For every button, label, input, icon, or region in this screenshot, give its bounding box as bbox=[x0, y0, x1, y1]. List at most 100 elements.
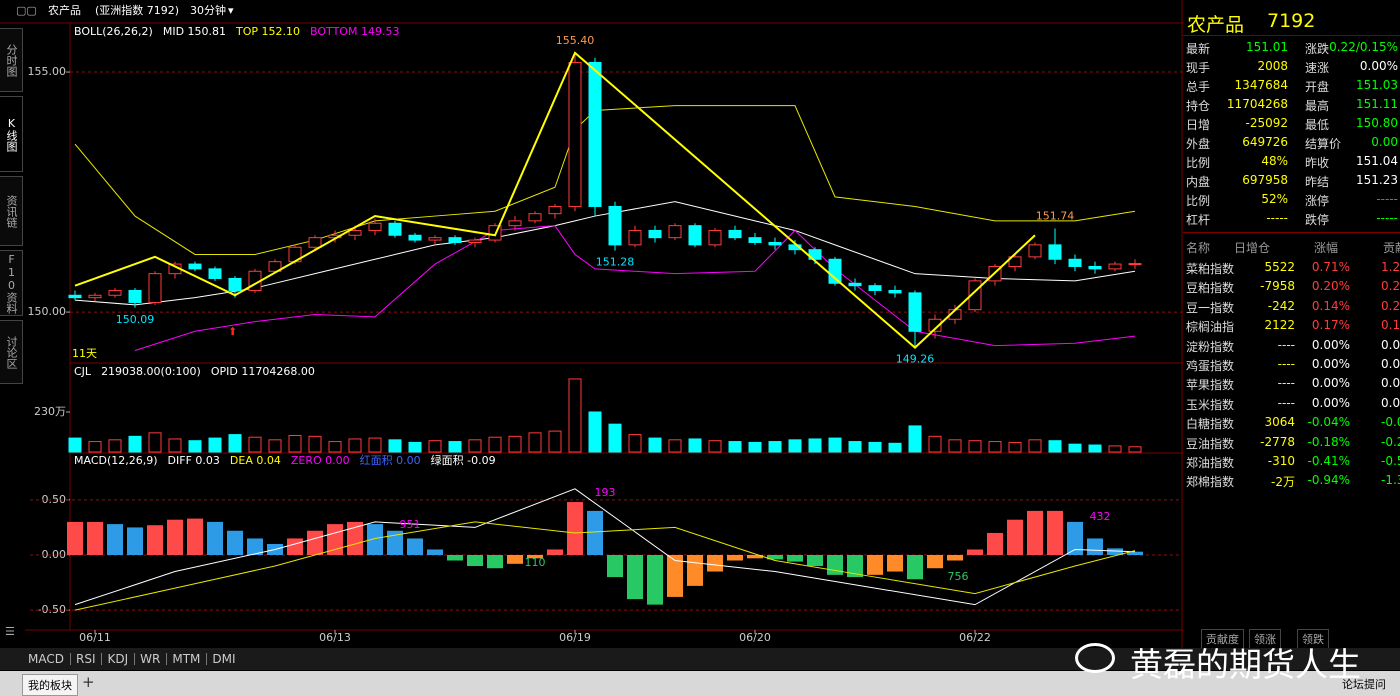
quote-value: 52% bbox=[1261, 192, 1288, 206]
candle-body bbox=[188, 263, 202, 270]
candle-body bbox=[428, 237, 442, 241]
volume-bar bbox=[308, 435, 322, 453]
candle-body bbox=[228, 277, 242, 291]
candle-body bbox=[908, 292, 922, 332]
candle-body bbox=[608, 205, 622, 246]
index-oi: -2万 bbox=[1271, 475, 1295, 490]
quote-label: 最新 bbox=[1186, 42, 1211, 56]
candle-body bbox=[748, 237, 762, 243]
candle-body bbox=[108, 289, 122, 296]
candle-body bbox=[128, 289, 142, 303]
volume-bar bbox=[988, 441, 1002, 453]
index-name: 苹果指数 bbox=[1186, 378, 1235, 393]
side-tab[interactable]: 资讯链 bbox=[0, 176, 23, 246]
index-row[interactable]: 白糖指数 3064 -0.04% -0.0 bbox=[1183, 413, 1400, 432]
indicator-tab[interactable]: RSI bbox=[75, 652, 96, 666]
bottom-bar: 我的板块 + 论坛提问 bbox=[0, 671, 1400, 696]
index-row[interactable]: 豆一指数 -242 0.14% 0.2 bbox=[1183, 297, 1400, 316]
macd-bar bbox=[227, 530, 243, 555]
volume-bar bbox=[128, 435, 142, 453]
help-link[interactable]: 论坛提问 bbox=[1342, 678, 1386, 691]
side-tab[interactable]: 分时图 bbox=[0, 28, 23, 92]
indicator-tab[interactable]: KDJ bbox=[107, 652, 129, 666]
macd-bar bbox=[287, 538, 303, 555]
index-row[interactable]: 淀粉指数 ---- 0.00% 0.0 bbox=[1183, 336, 1400, 355]
index-row[interactable]: 豆油指数 -2778 -0.18% -0.2 bbox=[1183, 433, 1400, 452]
macd-bar bbox=[1067, 521, 1083, 555]
side-tab[interactable]: K线图 bbox=[0, 96, 23, 172]
block-tab[interactable]: 我的板块 bbox=[22, 674, 78, 696]
grid-icon[interactable]: ▢▢ bbox=[16, 4, 37, 17]
quote-value: ----- bbox=[1266, 211, 1288, 225]
period-select[interactable]: 30分钟 bbox=[190, 3, 226, 17]
quote-row: 比例 48% 昨收 151.04 bbox=[1183, 152, 1400, 171]
macd-bar bbox=[587, 510, 603, 555]
candle-body bbox=[548, 205, 562, 215]
index-row[interactable]: 菜粕指数 5522 0.71% 1.29 bbox=[1183, 258, 1400, 277]
quote-label: 现手 bbox=[1186, 61, 1211, 75]
quote-row: 最新 151.01 涨跌 -0.22/0.15% bbox=[1183, 38, 1400, 57]
macd-bar bbox=[547, 549, 563, 555]
dropdown-caret[interactable]: ▾ bbox=[228, 4, 234, 17]
index-row[interactable]: 郑棉指数 -2万 -0.94% -1.3 bbox=[1183, 471, 1400, 490]
macd-bar bbox=[427, 549, 443, 555]
zigzag-line bbox=[74, 51, 1036, 349]
candle-body bbox=[728, 229, 742, 239]
quote-name: 农产品 bbox=[1187, 14, 1245, 36]
quote-value: -25092 bbox=[1245, 116, 1288, 130]
candle-body bbox=[1048, 244, 1062, 260]
volume-bar bbox=[188, 440, 202, 453]
index-row[interactable]: 鸡蛋指数 ---- 0.00% 0.0 bbox=[1183, 355, 1400, 374]
volume-bar bbox=[688, 438, 702, 453]
volume-bar bbox=[488, 436, 502, 453]
indicator-legend: BOLL(26,26,2) bbox=[74, 25, 153, 38]
side-tab[interactable]: F10资料 bbox=[0, 250, 23, 316]
indicator-legend: 红面积 0.00 bbox=[360, 454, 421, 467]
macd-bar bbox=[327, 524, 343, 555]
index-change: 0.17% bbox=[1311, 318, 1350, 333]
macd-bar bbox=[347, 521, 363, 555]
macd-bar bbox=[367, 524, 383, 555]
quote-label: 结算价 bbox=[1305, 137, 1342, 151]
add-tab[interactable]: + bbox=[82, 673, 95, 691]
menu-icon[interactable]: ☰ bbox=[5, 625, 15, 638]
indicator-tab[interactable]: MACD bbox=[28, 652, 64, 666]
macd-bar bbox=[867, 555, 883, 575]
indicator-tab[interactable]: DMI bbox=[212, 652, 236, 666]
volume-bar bbox=[368, 437, 382, 453]
volume-bar bbox=[1108, 445, 1122, 453]
index-row[interactable]: 玉米指数 ---- 0.00% 0.0 bbox=[1183, 394, 1400, 413]
candle-body bbox=[668, 225, 682, 239]
candle-body bbox=[888, 289, 902, 294]
index-change: -0.04% bbox=[1307, 415, 1350, 430]
index-row[interactable]: 郑油指数 -310 -0.41% -0.5 bbox=[1183, 452, 1400, 471]
macd-bar bbox=[747, 555, 763, 559]
indicator-tab[interactable]: WR bbox=[140, 652, 161, 666]
index-change: -0.94% bbox=[1307, 473, 1350, 488]
column-header[interactable]: 贡献度 bbox=[1383, 241, 1400, 255]
index-change: 0.00% bbox=[1311, 376, 1350, 391]
index-name: 郑油指数 bbox=[1186, 456, 1235, 470]
extreme-label: 151.74 bbox=[1036, 210, 1075, 223]
macd-bar bbox=[1027, 510, 1043, 555]
column-header[interactable]: 日增仓 bbox=[1233, 241, 1270, 255]
macd-bar bbox=[787, 555, 803, 562]
indicator-tab[interactable]: MTM bbox=[172, 652, 201, 666]
index-row[interactable]: 豆粕指数 -7958 0.20% 0.2 bbox=[1183, 277, 1400, 296]
indicator-bar: MACD RSI KDJ WR MTM DMI bbox=[0, 648, 1400, 670]
volume-bar bbox=[588, 411, 602, 453]
quote-row: 日增 -25092 最低 150.80 bbox=[1183, 114, 1400, 133]
side-tab[interactable]: 讨论区 bbox=[0, 320, 23, 384]
index-row[interactable]: 棕榈油指 2122 0.17% 0.1 bbox=[1183, 316, 1400, 335]
macd-bar bbox=[127, 527, 143, 555]
quote-row: 总手 1347684 开盘 151.03 bbox=[1183, 76, 1400, 95]
indicator-legend: DIFF 0.03 bbox=[168, 454, 220, 467]
index-row[interactable]: 苹果指数 ---- 0.00% 0.0 bbox=[1183, 374, 1400, 393]
quote-value: 151.23 bbox=[1356, 173, 1398, 187]
watermark: 黄磊的期货人生 bbox=[1130, 645, 1361, 684]
column-header[interactable]: 涨幅 bbox=[1313, 241, 1338, 255]
index-change: 0.00% bbox=[1311, 357, 1350, 371]
y-tick-label: 230万 bbox=[34, 405, 66, 418]
column-header[interactable]: 名称 bbox=[1186, 241, 1211, 255]
quote-value: ----- bbox=[1376, 211, 1398, 225]
